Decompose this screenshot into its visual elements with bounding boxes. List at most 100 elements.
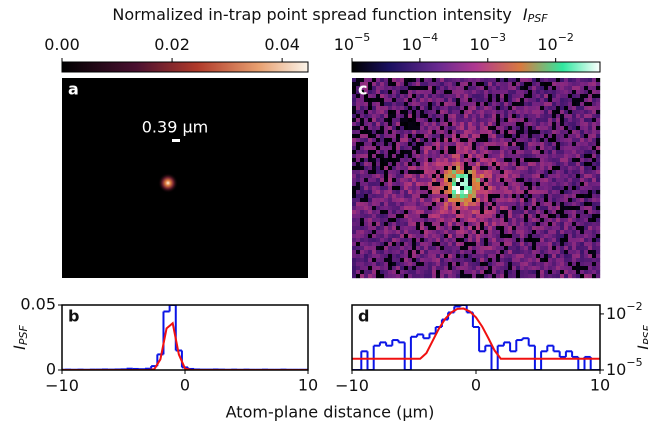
image-pixel bbox=[372, 222, 377, 227]
image-pixel bbox=[580, 122, 585, 127]
image-pixel bbox=[388, 210, 393, 215]
image-pixel bbox=[408, 150, 413, 155]
image-pixel bbox=[528, 134, 533, 139]
image-pixel bbox=[416, 270, 421, 275]
image-pixel bbox=[444, 114, 449, 119]
image-pixel bbox=[576, 198, 581, 203]
image-pixel bbox=[376, 178, 381, 183]
image-pixel bbox=[532, 262, 537, 267]
image-pixel bbox=[384, 270, 389, 275]
image-pixel bbox=[364, 190, 369, 195]
image-pixel bbox=[360, 246, 365, 251]
image-pixel bbox=[516, 238, 521, 243]
image-pixel bbox=[360, 250, 365, 255]
image-pixel bbox=[572, 90, 577, 95]
image-pixel bbox=[564, 166, 569, 171]
image-pixel bbox=[528, 94, 533, 99]
image-pixel bbox=[404, 142, 409, 147]
image-pixel bbox=[492, 226, 497, 231]
image-pixel bbox=[572, 254, 577, 259]
image-pixel bbox=[436, 190, 441, 195]
image-pixel bbox=[520, 262, 525, 267]
image-pixel bbox=[548, 110, 553, 115]
image-pixel bbox=[396, 190, 401, 195]
image-pixel bbox=[548, 146, 553, 151]
image-pixel bbox=[536, 194, 541, 199]
image-pixel bbox=[356, 106, 361, 111]
image-pixel bbox=[512, 130, 517, 135]
image-pixel bbox=[432, 138, 437, 143]
image-pixel bbox=[488, 238, 493, 243]
image-pixel bbox=[396, 106, 401, 111]
image-pixel bbox=[556, 206, 561, 211]
image-pixel bbox=[400, 198, 405, 203]
image-pixel bbox=[468, 214, 473, 219]
image-pixel bbox=[528, 262, 533, 267]
image-pixel bbox=[384, 246, 389, 251]
image-pixel bbox=[592, 158, 597, 163]
image-pixel bbox=[480, 122, 485, 127]
image-pixel bbox=[440, 138, 445, 143]
image-pixel bbox=[552, 130, 557, 135]
image-pixel bbox=[468, 118, 473, 123]
image-pixel bbox=[580, 234, 585, 239]
image-pixel bbox=[564, 86, 569, 91]
image-pixel bbox=[368, 126, 373, 131]
image-pixel bbox=[472, 114, 477, 119]
image-pixel bbox=[576, 150, 581, 155]
image-pixel bbox=[500, 182, 505, 187]
image-pixel bbox=[576, 166, 581, 171]
image-pixel bbox=[392, 266, 397, 271]
image-pixel bbox=[368, 206, 373, 211]
image-pixel bbox=[356, 222, 361, 227]
image-pixel bbox=[380, 98, 385, 103]
image-pixel bbox=[480, 102, 485, 107]
image-pixel bbox=[428, 266, 433, 271]
image-pixel bbox=[500, 154, 505, 159]
image-pixel bbox=[376, 154, 381, 159]
image-pixel bbox=[508, 194, 513, 199]
image-pixel bbox=[524, 238, 529, 243]
image-pixel bbox=[452, 174, 457, 179]
image-pixel bbox=[512, 90, 517, 95]
image-pixel bbox=[376, 78, 381, 83]
image-pixel bbox=[380, 250, 385, 255]
image-pixel bbox=[552, 158, 557, 163]
tick-label-base: 10 bbox=[402, 35, 422, 54]
image-pixel bbox=[364, 174, 369, 179]
image-pixel bbox=[352, 206, 357, 211]
image-pixel bbox=[376, 106, 381, 111]
image-pixel bbox=[364, 242, 369, 247]
image-pixel bbox=[504, 166, 509, 171]
image-pixel bbox=[544, 178, 549, 183]
image-pixel bbox=[420, 186, 425, 191]
image-pixel bbox=[568, 90, 573, 95]
image-pixel bbox=[560, 142, 565, 147]
image-pixel bbox=[520, 126, 525, 131]
image-pixel bbox=[520, 226, 525, 231]
image-pixel bbox=[428, 194, 433, 199]
image-pixel bbox=[380, 190, 385, 195]
image-pixel bbox=[564, 114, 569, 119]
image-pixel bbox=[404, 130, 409, 135]
image-pixel bbox=[504, 210, 509, 215]
image-pixel bbox=[420, 238, 425, 243]
image-pixel bbox=[508, 274, 513, 279]
image-pixel bbox=[464, 134, 469, 139]
image-pixel bbox=[380, 114, 385, 119]
image-pixel bbox=[428, 234, 433, 239]
image-pixel bbox=[448, 106, 453, 111]
image-pixel bbox=[544, 182, 549, 187]
image-pixel bbox=[480, 118, 485, 123]
image-pixel bbox=[368, 218, 373, 223]
image-pixel bbox=[404, 274, 409, 279]
image-pixel bbox=[576, 134, 581, 139]
image-pixel bbox=[548, 130, 553, 135]
image-pixel bbox=[580, 138, 585, 143]
image-pixel bbox=[540, 206, 545, 211]
image-pixel bbox=[416, 78, 421, 83]
image-pixel bbox=[560, 258, 565, 263]
image-pixel bbox=[580, 270, 585, 275]
image-pixel bbox=[508, 90, 513, 95]
image-pixel bbox=[416, 190, 421, 195]
